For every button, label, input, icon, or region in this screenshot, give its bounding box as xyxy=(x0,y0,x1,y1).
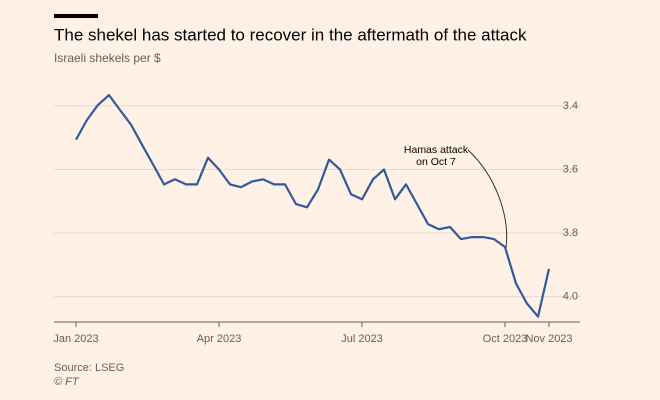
chart-title: The shekel has started to recover in the… xyxy=(54,25,527,44)
y-tick-label: 4.0 xyxy=(563,290,578,302)
accent-bar xyxy=(54,14,98,18)
x-tick-label: Jan 2023 xyxy=(53,333,98,345)
x-tick-label: Apr 2023 xyxy=(197,333,242,345)
x-tick-label: Oct 2023 xyxy=(483,333,528,345)
annotation: Hamas attack xyxy=(404,144,469,156)
x-tick-label: Jul 2023 xyxy=(341,333,383,345)
y-tick-label: 3.4 xyxy=(563,100,578,112)
chart-subtitle: Israeli shekels per $ xyxy=(54,51,161,65)
annotation-arrow xyxy=(467,149,508,249)
credit: © FT xyxy=(54,376,80,388)
y-tick-label: 3.8 xyxy=(563,227,578,239)
line xyxy=(75,94,551,318)
source: Source: LSEG xyxy=(54,362,124,374)
annotation: on Oct 7 xyxy=(416,156,456,168)
y-tick-label: 3.6 xyxy=(563,163,578,175)
x-tick-label: Nov 2023 xyxy=(525,333,572,345)
